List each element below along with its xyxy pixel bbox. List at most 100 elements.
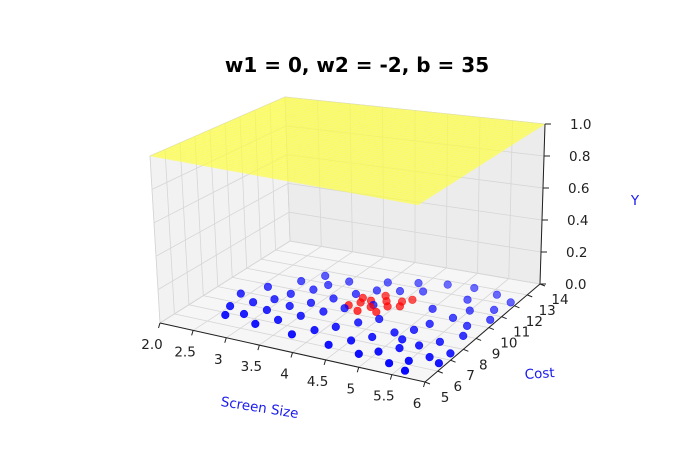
x-tick xyxy=(191,330,194,336)
point-class-0 xyxy=(404,356,413,365)
x-tick-label: 3 xyxy=(214,352,223,368)
point-class-0 xyxy=(385,359,394,368)
y-tick xyxy=(514,305,520,309)
surface-patch xyxy=(513,137,523,141)
point-class-0 xyxy=(425,353,434,362)
x-tick-label: 4.5 xyxy=(307,374,328,390)
surface-patch xyxy=(521,132,532,136)
point-class-0 xyxy=(395,287,405,296)
point-class-0 xyxy=(297,277,306,286)
grid-line-z xyxy=(155,182,543,257)
y-tick-label: 11 xyxy=(513,325,530,341)
y-tick xyxy=(437,370,443,374)
y-tick-label: 7 xyxy=(466,368,475,384)
point-class-0 xyxy=(506,298,515,307)
z-tick-label: 0.4 xyxy=(567,213,588,229)
x-tick xyxy=(423,381,426,388)
point-class-1 xyxy=(356,298,365,307)
point-class-1 xyxy=(353,306,362,315)
x-tick-label: 5.5 xyxy=(373,389,394,405)
y-tick-label: 5 xyxy=(441,390,450,406)
point-class-0 xyxy=(398,335,407,344)
y-axis-label: Cost xyxy=(524,365,555,383)
point-class-0 xyxy=(414,279,423,288)
point-class-0 xyxy=(285,301,294,311)
point-class-0 xyxy=(443,280,452,289)
point-class-0 xyxy=(296,311,305,320)
point-class-0 xyxy=(251,319,260,329)
point-class-0 xyxy=(329,294,338,303)
x-tick xyxy=(224,337,227,343)
surface-patch xyxy=(453,175,464,179)
point-class-0 xyxy=(400,366,410,375)
grid-line-z xyxy=(159,240,541,324)
x-tick xyxy=(323,359,327,366)
point-class-0 xyxy=(425,319,434,329)
point-class-0 xyxy=(415,341,424,350)
point-class-1 xyxy=(372,307,381,317)
point-class-0 xyxy=(470,283,479,293)
point-class-1 xyxy=(383,302,392,311)
x-tick xyxy=(257,344,260,351)
point-class-0 xyxy=(419,287,428,296)
grid-line-z xyxy=(157,211,542,290)
point-class-0 xyxy=(270,295,279,304)
y-tick-label: 9 xyxy=(492,346,501,362)
surface-patch xyxy=(456,173,467,177)
y-tick xyxy=(463,348,469,352)
point-class-0 xyxy=(324,280,333,290)
point-class-0 xyxy=(428,304,437,313)
surface-patch xyxy=(459,171,470,175)
point-class-0 xyxy=(321,271,330,281)
surface-patch xyxy=(414,200,425,204)
x-tick-label: 5 xyxy=(347,381,356,397)
chart-title: w1 = 0, w2 = -2, b = 35 xyxy=(225,53,489,77)
y-tick-label: 6 xyxy=(454,379,463,395)
y-tick xyxy=(527,294,533,298)
point-class-0 xyxy=(463,295,472,304)
point-class-0 xyxy=(492,290,502,299)
point-class-0 xyxy=(239,309,249,319)
y-tick-label: 8 xyxy=(479,357,488,373)
point-class-0 xyxy=(309,285,318,294)
tick-labels: 2.0 2.5 3 3.5 4 4.5 5 5.5 6 5678910111213140.00.2… xyxy=(141,117,591,412)
sigmoid-surface xyxy=(149,96,546,206)
point-class-0 xyxy=(310,326,319,335)
surface-patch xyxy=(468,166,478,170)
z-tick-label: 0.8 xyxy=(569,149,590,165)
point-class-0 xyxy=(287,330,297,339)
surface-patch xyxy=(417,198,428,202)
point-class-0 xyxy=(368,332,377,342)
point-class-0 xyxy=(324,340,333,349)
point-class-0 xyxy=(347,336,356,345)
point-class-1 xyxy=(366,302,375,312)
point-class-0 xyxy=(221,310,230,320)
z-tick-label: 0.6 xyxy=(568,181,589,197)
point-class-0 xyxy=(383,278,392,287)
y-tick-label: 13 xyxy=(539,303,556,319)
surface-patch xyxy=(501,144,512,148)
z-tick-label: 1.0 xyxy=(570,117,591,133)
point-class-0 xyxy=(486,315,495,324)
point-class-0 xyxy=(490,305,499,315)
x-axis-label: Screen Size xyxy=(220,394,300,422)
y-tick xyxy=(450,359,456,363)
surface-patch xyxy=(411,201,422,206)
point-class-0 xyxy=(374,347,383,356)
y-axis-line xyxy=(424,283,541,383)
point-class-0 xyxy=(354,349,363,359)
point-class-0 xyxy=(331,322,340,332)
z-tick-label: 0.0 xyxy=(565,277,586,293)
x-tick-label: 2.0 xyxy=(141,337,162,353)
y-tick xyxy=(424,381,431,385)
point-class-0 xyxy=(263,282,273,291)
y-tick-label: 12 xyxy=(526,314,543,330)
point-class-0 xyxy=(306,298,316,307)
scatter-points xyxy=(221,271,515,375)
point-class-0 xyxy=(319,307,328,316)
point-class-0 xyxy=(226,302,235,311)
point-class-0 xyxy=(236,289,245,298)
y-tick-label: 14 xyxy=(551,292,568,308)
point-class-0 xyxy=(372,286,382,295)
